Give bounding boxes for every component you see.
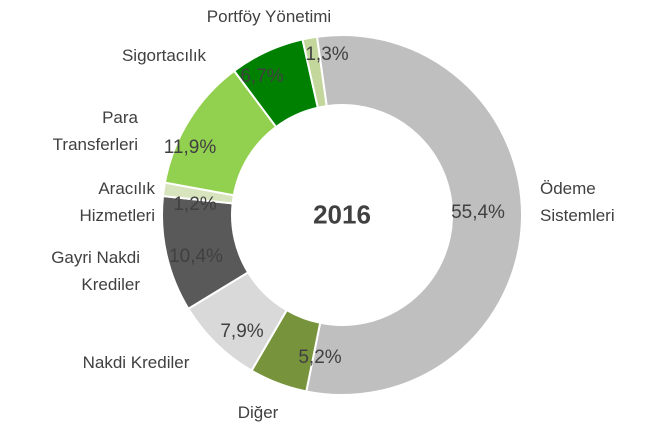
value-label: 55,4% xyxy=(451,202,505,223)
value-label: 5,2% xyxy=(298,347,342,368)
value-label: 11,9% xyxy=(163,137,217,158)
center-label: 2016 xyxy=(313,199,371,230)
value-label: 1,2% xyxy=(173,194,217,215)
category-label: Diğer xyxy=(237,403,279,422)
value-label: 6,7% xyxy=(240,66,284,87)
category-label: Ödeme Sistemleri xyxy=(540,179,615,225)
slice xyxy=(301,35,328,109)
category-label: Para Transferleri xyxy=(52,108,138,154)
category-label: Aracılık Hizmetleri xyxy=(79,179,155,225)
value-label: 10,4% xyxy=(169,246,223,267)
slice xyxy=(305,34,523,396)
category-label: Sigortacılık xyxy=(121,46,207,65)
category-label: Portföy Yönetimi xyxy=(206,7,332,26)
value-label: 1,3% xyxy=(305,44,349,65)
value-label: 7,9% xyxy=(220,321,264,342)
category-label: Gayri Nakdi Krediler xyxy=(51,248,140,294)
category-label: Nakdi Krediler xyxy=(82,353,190,372)
